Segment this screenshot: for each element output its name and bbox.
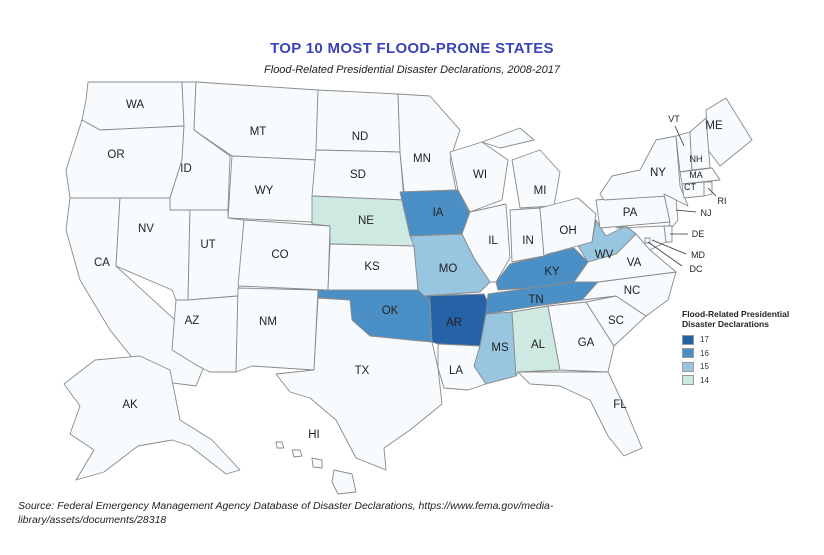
label-nd: ND bbox=[352, 131, 369, 143]
label-il: IL bbox=[488, 235, 498, 247]
label-dc: DC bbox=[690, 264, 703, 274]
label-la: LA bbox=[449, 365, 463, 377]
state-or[interactable] bbox=[65, 119, 185, 199]
leader-ri bbox=[707, 187, 717, 197]
state-ga[interactable] bbox=[547, 301, 615, 373]
legend-label: 15 bbox=[700, 362, 709, 372]
legend-label: 17 bbox=[700, 335, 709, 345]
label-nh: NH bbox=[690, 154, 703, 164]
legend-item: 14 bbox=[682, 374, 709, 388]
legend-item: 15 bbox=[682, 360, 709, 374]
state-labels: WA OR CA ID NV MT WY UT CO AZ NM ND SD N… bbox=[94, 99, 726, 441]
state-ma[interactable] bbox=[679, 167, 721, 185]
label-ct: CT bbox=[684, 182, 696, 192]
leader-dc bbox=[647, 241, 683, 267]
state-md[interactable] bbox=[615, 225, 667, 251]
legend-item: 17 bbox=[682, 333, 709, 347]
label-ma: MA bbox=[689, 170, 703, 180]
label-nm: NM bbox=[259, 316, 277, 328]
label-mn: MN bbox=[413, 153, 431, 165]
label-in: IN bbox=[522, 235, 534, 247]
label-id: ID bbox=[180, 163, 192, 175]
label-ia: IA bbox=[433, 207, 444, 219]
label-hi: HI bbox=[308, 429, 320, 441]
state-dc[interactable] bbox=[644, 237, 651, 244]
label-md: MD bbox=[691, 250, 705, 260]
legend-swatch bbox=[682, 361, 694, 372]
state-il[interactable] bbox=[461, 203, 511, 283]
label-tx: TX bbox=[355, 365, 370, 377]
label-sd: SD bbox=[350, 169, 366, 181]
leader-vt bbox=[674, 125, 685, 147]
label-ms: MS bbox=[491, 342, 509, 354]
label-ky: KY bbox=[544, 266, 560, 278]
label-nc: NC bbox=[624, 285, 641, 297]
state-ny[interactable] bbox=[599, 135, 689, 207]
label-ny: NY bbox=[650, 167, 666, 179]
label-oh: OH bbox=[559, 225, 576, 237]
map-title: TOP 10 MOST FLOOD-PRONE STATES bbox=[270, 40, 554, 57]
label-nv: NV bbox=[138, 223, 154, 235]
label-pa: PA bbox=[623, 207, 638, 219]
label-ne: NE bbox=[358, 215, 374, 227]
source-note: Source: Federal Emergency Management Age… bbox=[18, 500, 554, 526]
legend-item: 16 bbox=[682, 347, 709, 361]
label-mo: MO bbox=[439, 263, 458, 275]
legend: 17 16 15 14 bbox=[682, 333, 709, 387]
label-ak: AK bbox=[122, 399, 138, 411]
legend-swatch bbox=[682, 334, 694, 345]
state-tx[interactable] bbox=[275, 297, 443, 471]
label-tn: TN bbox=[528, 294, 543, 306]
label-wy: WY bbox=[255, 185, 274, 197]
label-wi: WI bbox=[473, 169, 487, 181]
label-de: DE bbox=[692, 229, 705, 239]
label-mi: MI bbox=[534, 185, 547, 197]
label-or: OR bbox=[107, 149, 124, 161]
label-wa: WA bbox=[126, 99, 144, 111]
legend-swatch bbox=[682, 375, 694, 386]
label-wv: WV bbox=[595, 249, 614, 261]
label-ca: CA bbox=[94, 257, 110, 269]
label-me: ME bbox=[705, 120, 723, 132]
legend-title: Flood-Related Presidential Disaster Decl… bbox=[682, 309, 790, 329]
legend-swatch bbox=[682, 348, 694, 359]
label-mt: MT bbox=[250, 126, 267, 138]
label-ar: AR bbox=[446, 317, 462, 329]
state-ak[interactable] bbox=[63, 355, 241, 481]
state-fl[interactable] bbox=[517, 371, 643, 457]
label-ga: GA bbox=[578, 337, 595, 349]
label-va: VA bbox=[627, 257, 642, 269]
label-nj: NJ bbox=[701, 208, 712, 218]
label-al: AL bbox=[531, 339, 546, 351]
label-ks: KS bbox=[364, 261, 380, 273]
state-ut[interactable] bbox=[187, 209, 245, 301]
state-nm[interactable] bbox=[235, 287, 319, 373]
label-ok: OK bbox=[382, 305, 399, 317]
leader-nj bbox=[675, 209, 697, 213]
state-mi[interactable] bbox=[481, 127, 561, 209]
state-ky[interactable] bbox=[495, 247, 589, 291]
label-co: CO bbox=[271, 249, 288, 261]
label-sc: SC bbox=[608, 315, 624, 327]
label-ri: RI bbox=[718, 196, 727, 206]
map-subtitle: Flood-Related Presidential Disaster Decl… bbox=[264, 64, 560, 76]
label-az: AZ bbox=[185, 315, 200, 327]
leader-md bbox=[651, 239, 687, 255]
legend-label: 14 bbox=[700, 375, 709, 385]
label-fl: FL bbox=[613, 399, 627, 411]
label-vt: VT bbox=[668, 114, 680, 124]
state-ri[interactable] bbox=[703, 181, 713, 197]
state-al[interactable] bbox=[511, 305, 561, 377]
state-nj[interactable] bbox=[663, 193, 679, 233]
state-hi[interactable] bbox=[275, 441, 357, 495]
state-me[interactable] bbox=[705, 97, 753, 167]
label-ut: UT bbox=[200, 239, 215, 251]
state-mn[interactable] bbox=[397, 93, 461, 193]
legend-label: 16 bbox=[700, 348, 709, 358]
